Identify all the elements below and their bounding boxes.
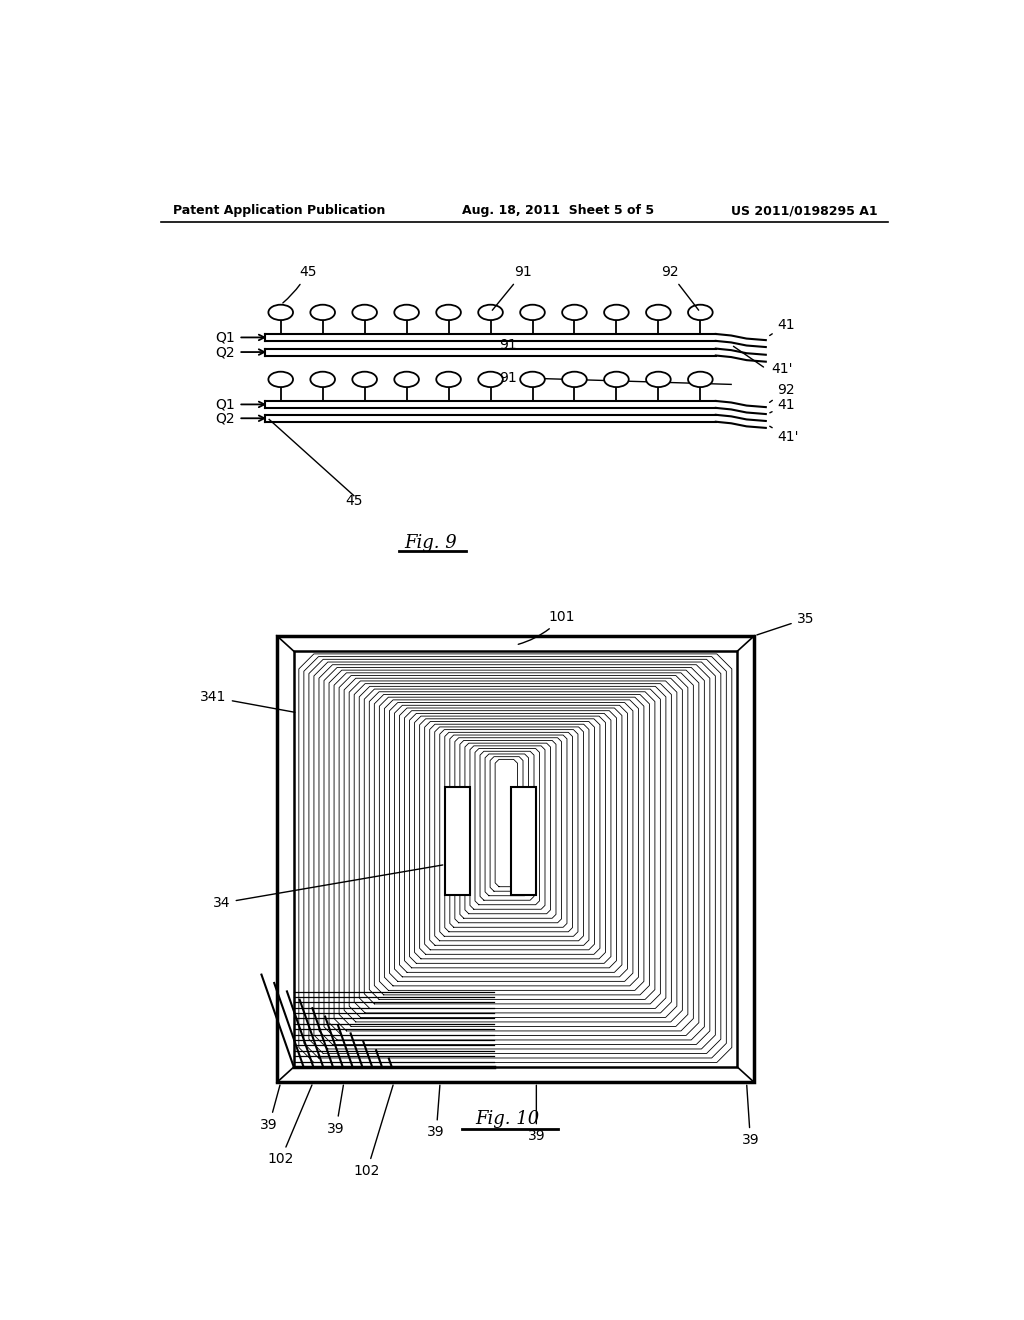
Bar xyxy=(511,788,536,895)
Text: 35: 35 xyxy=(757,612,814,635)
Ellipse shape xyxy=(310,305,335,321)
Ellipse shape xyxy=(562,372,587,387)
Text: Q1: Q1 xyxy=(215,330,234,345)
Text: 39: 39 xyxy=(527,1085,545,1143)
Text: 102: 102 xyxy=(267,1085,312,1167)
Ellipse shape xyxy=(520,372,545,387)
Ellipse shape xyxy=(268,372,293,387)
Text: Fig. 9: Fig. 9 xyxy=(404,535,458,552)
Ellipse shape xyxy=(394,372,419,387)
Ellipse shape xyxy=(310,372,335,387)
Ellipse shape xyxy=(436,305,461,321)
Ellipse shape xyxy=(604,305,629,321)
Ellipse shape xyxy=(478,372,503,387)
Text: 41': 41' xyxy=(771,362,793,376)
Text: 39: 39 xyxy=(741,1085,759,1147)
Ellipse shape xyxy=(478,305,503,321)
Ellipse shape xyxy=(646,305,671,321)
Text: Q2: Q2 xyxy=(215,345,234,359)
Text: Patent Application Publication: Patent Application Publication xyxy=(173,205,385,218)
Text: 41: 41 xyxy=(770,318,795,335)
Ellipse shape xyxy=(394,305,419,321)
Text: 41': 41' xyxy=(770,426,799,444)
Text: Q2: Q2 xyxy=(215,412,234,425)
Ellipse shape xyxy=(688,372,713,387)
Text: 91: 91 xyxy=(499,371,517,385)
Text: 341: 341 xyxy=(201,690,295,713)
Text: 39: 39 xyxy=(328,1085,345,1135)
Ellipse shape xyxy=(436,372,461,387)
Ellipse shape xyxy=(352,305,377,321)
Text: 92: 92 xyxy=(660,265,698,310)
Ellipse shape xyxy=(688,305,713,321)
Text: Aug. 18, 2011  Sheet 5 of 5: Aug. 18, 2011 Sheet 5 of 5 xyxy=(462,205,653,218)
Text: 101: 101 xyxy=(518,610,575,644)
Ellipse shape xyxy=(352,372,377,387)
Text: 45: 45 xyxy=(345,494,362,508)
Text: Fig. 10: Fig. 10 xyxy=(476,1110,540,1129)
Text: 34: 34 xyxy=(213,865,442,909)
Bar xyxy=(294,651,737,1067)
Bar xyxy=(276,636,755,1082)
Text: 91: 91 xyxy=(493,265,532,310)
Text: 39: 39 xyxy=(260,1085,280,1131)
Ellipse shape xyxy=(604,372,629,387)
Text: 45: 45 xyxy=(283,265,316,302)
Ellipse shape xyxy=(520,305,545,321)
Ellipse shape xyxy=(646,372,671,387)
Text: 92: 92 xyxy=(770,383,795,403)
Text: 41: 41 xyxy=(770,397,795,413)
Text: US 2011/0198295 A1: US 2011/0198295 A1 xyxy=(731,205,878,218)
Text: 91: 91 xyxy=(499,338,517,351)
Ellipse shape xyxy=(268,305,293,321)
Ellipse shape xyxy=(562,305,587,321)
Text: Q1: Q1 xyxy=(215,397,234,412)
Text: 39: 39 xyxy=(427,1085,445,1139)
Bar xyxy=(445,788,470,895)
Text: 102: 102 xyxy=(353,1085,393,1177)
